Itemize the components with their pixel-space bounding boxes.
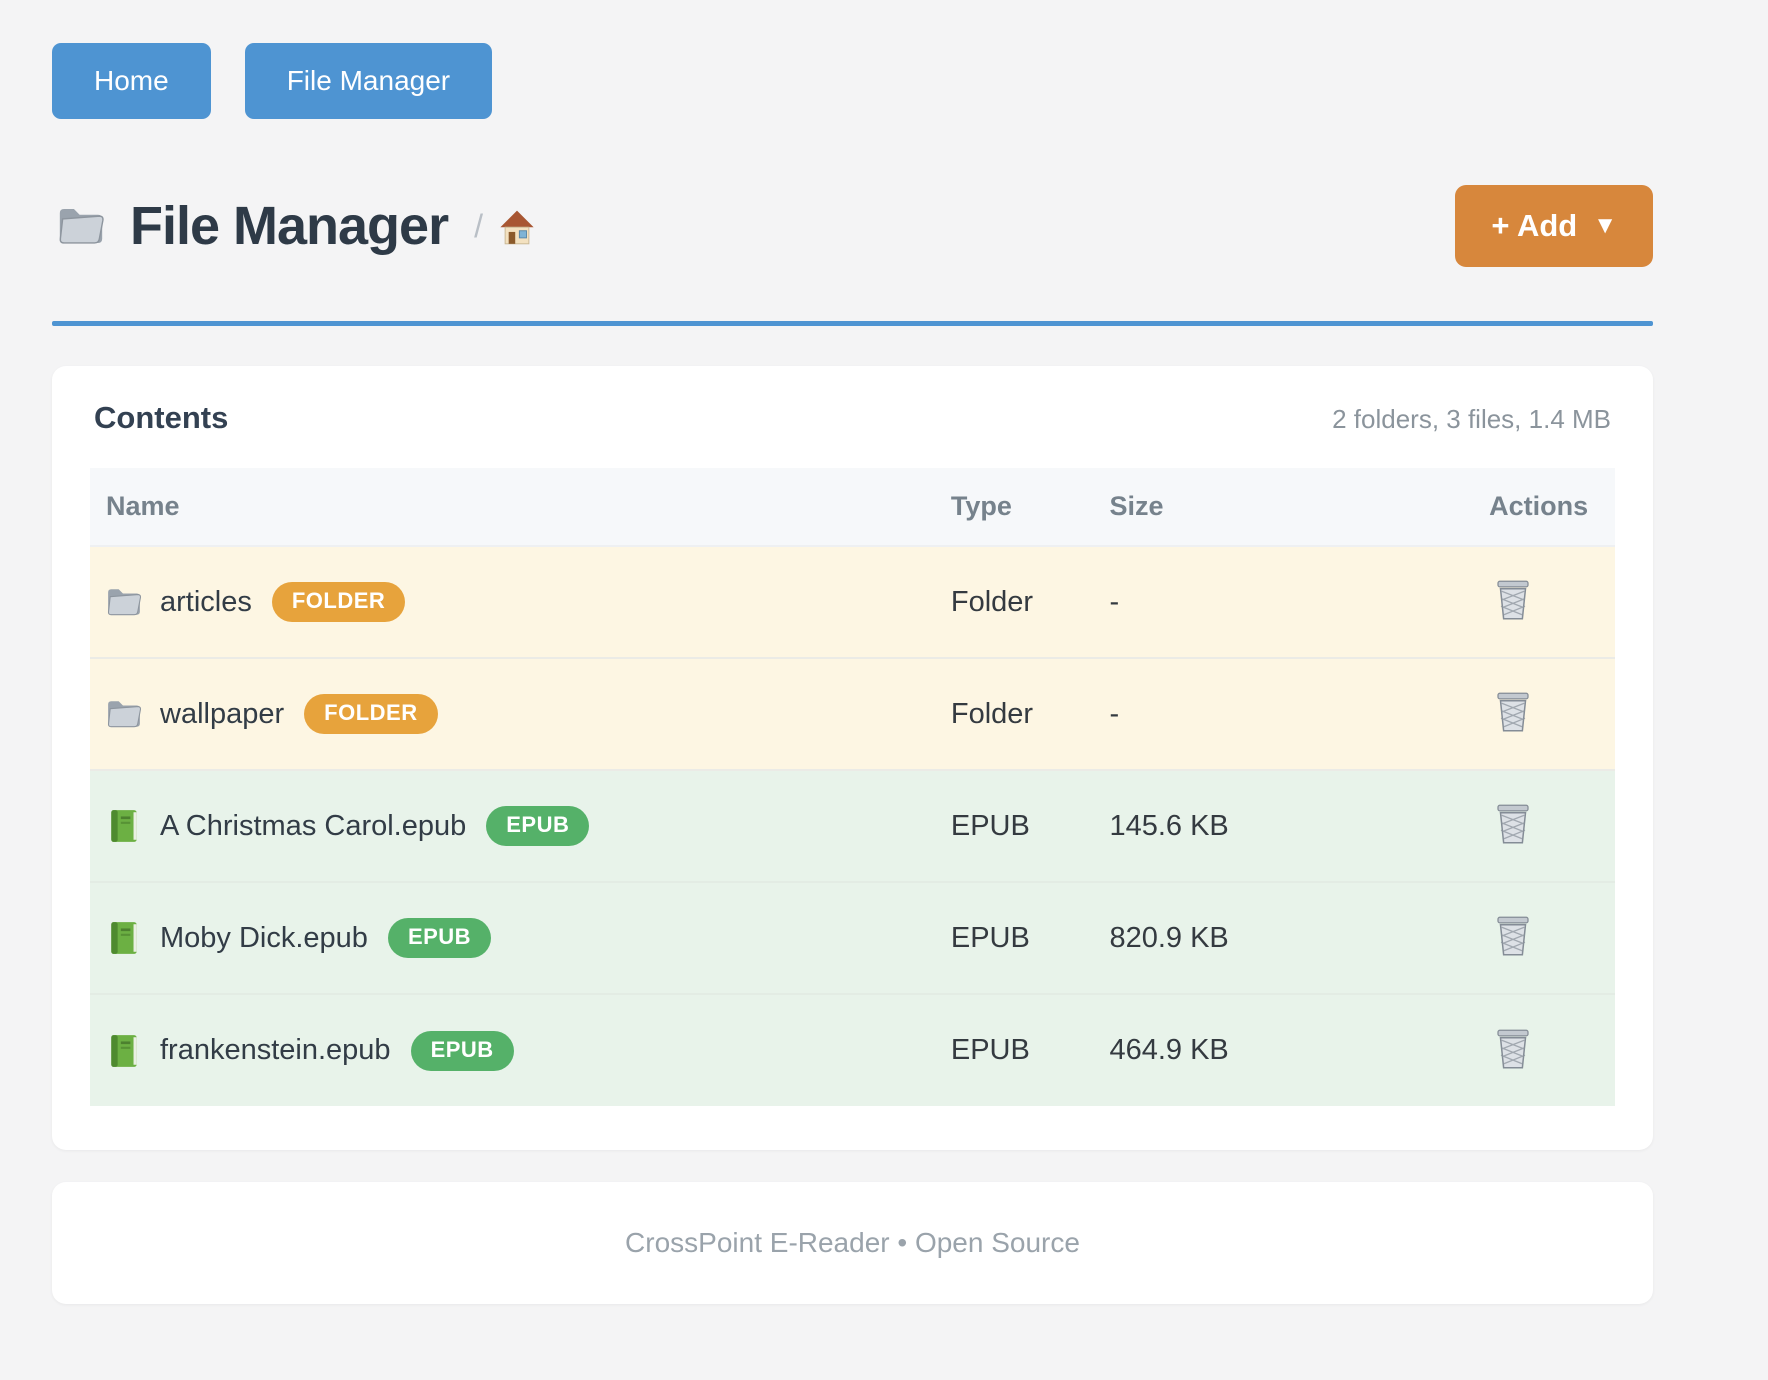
entry-size: - [1093,546,1474,659]
column-header-actions: Actions [1473,468,1615,547]
title-divider [52,321,1653,326]
entry-name[interactable]: articles [160,585,252,618]
house-icon[interactable] [497,207,537,245]
page-header: File Manager / + Add ▼ [52,185,1653,267]
folder-badge: FOLDER [304,694,438,734]
contents-card-header: Contents 2 folders, 3 files, 1.4 MB [90,400,1615,436]
contents-card: Contents 2 folders, 3 files, 1.4 MB Name… [52,366,1653,1150]
green-book-icon [111,922,137,954]
green-book-icon [111,1034,137,1067]
footer-card: CrossPoint E-Reader • Open Source [52,1182,1653,1304]
top-nav: Home File Manager [52,43,1653,119]
entry-size: 145.6 KB [1093,770,1474,883]
entry-type: EPUB [934,770,1094,883]
entry-size: 464.9 KB [1093,994,1474,1106]
column-header-name: Name [90,468,935,547]
entry-size: - [1093,658,1474,771]
folder-icon [107,588,142,616]
entry-name[interactable]: wallpaper [160,697,285,730]
entry-type: Folder [934,546,1094,659]
delete-button[interactable] [1489,910,1537,962]
epub-badge: EPUB [387,918,492,958]
epub-badge: EPUB [486,806,590,846]
add-button-label: + Add [1491,208,1578,243]
trash-icon [1497,692,1529,732]
page-title: File Manager [130,196,449,256]
trash-icon [1497,916,1529,956]
file-table: Name Type Size Actions articles FOLDER F… [90,468,1615,1106]
delete-button[interactable] [1489,798,1537,850]
entry-name[interactable]: Moby Dick.epub [160,921,368,954]
entry-type: EPUB [934,882,1094,995]
table-row: A Christmas Carol.epub EPUB EPUB 145.6 K… [90,770,1615,883]
delete-button[interactable] [1489,1023,1537,1075]
table-header-row: Name Type Size Actions [90,468,1615,547]
add-button[interactable]: + Add ▼ [1455,185,1653,267]
column-header-size: Size [1093,468,1474,547]
column-header-type: Type [934,468,1094,547]
caret-down-icon: ▼ [1593,212,1617,239]
epub-badge: EPUB [410,1030,514,1071]
breadcrumb-separator: / [474,207,483,244]
footer-text: CrossPoint E-Reader • Open Source [625,1227,1080,1258]
entry-type: Folder [934,658,1094,771]
table-row: wallpaper FOLDER Folder - [90,658,1615,771]
delete-button[interactable] [1489,686,1537,738]
delete-button[interactable] [1489,574,1537,626]
trash-icon [1497,804,1529,844]
entry-name[interactable]: A Christmas Carol.epub [160,809,467,842]
table-row: Moby Dick.epub EPUB EPUB 820.9 KB [90,882,1615,995]
folder-icon [59,208,104,244]
folder-badge: FOLDER [271,582,406,622]
entry-type: EPUB [934,994,1094,1106]
title-wrap: File Manager / [52,195,537,257]
folder-icon [107,700,142,728]
trash-icon [1497,580,1529,620]
contents-title: Contents [94,400,229,435]
entry-name[interactable]: frankenstein.epub [160,1034,391,1066]
table-row: frankenstein.epub EPUB EPUB 464.9 KB [90,994,1615,1106]
trash-icon [1497,1029,1529,1068]
table-row: articles FOLDER Folder - [90,546,1615,659]
entry-size: 820.9 KB [1093,882,1474,995]
contents-summary: 2 folders, 3 files, 1.4 MB [1332,404,1611,434]
green-book-icon [111,810,137,842]
file-manager-button[interactable]: File Manager [244,43,493,119]
breadcrumb: / [474,207,537,245]
home-button[interactable]: Home [52,43,211,119]
page: Home File Manager File Manager / + Add ▼… [52,0,1653,1304]
